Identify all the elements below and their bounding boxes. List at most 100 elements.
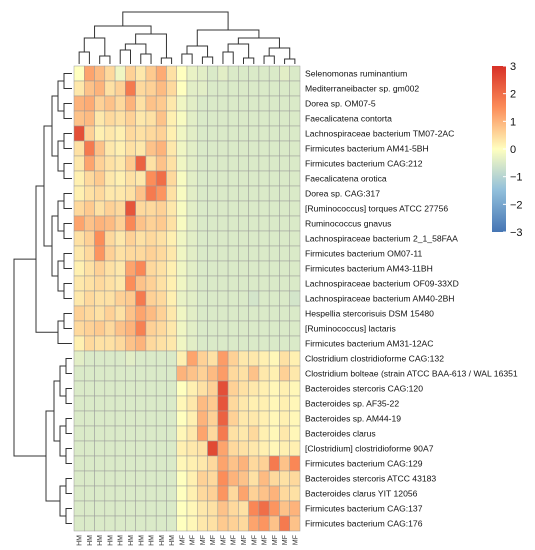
heatmap-cell <box>176 170 188 187</box>
heatmap-cell <box>166 185 177 202</box>
heatmap-cell <box>104 485 116 502</box>
heatmap-cell <box>104 425 116 442</box>
row-dendrogram-link <box>63 253 72 269</box>
heatmap-cell <box>73 260 85 277</box>
heatmap-cell <box>145 215 157 232</box>
heatmap-cell <box>145 380 157 397</box>
heatmap-cell <box>114 410 126 427</box>
heatmap-cell <box>268 440 280 457</box>
heatmap-cell <box>125 230 136 247</box>
heatmap-cell <box>114 335 126 352</box>
heatmap-cell <box>135 335 147 352</box>
heatmap-cell <box>104 455 116 472</box>
heatmap-cell <box>217 170 229 187</box>
heatmap-cell <box>289 455 301 472</box>
heatmap-cell <box>145 245 157 262</box>
heatmap-cell <box>289 260 301 277</box>
heatmap-cell <box>114 275 126 292</box>
heatmap-cell <box>176 350 188 367</box>
heatmap-cell <box>217 410 229 427</box>
heatmap-cell <box>279 200 290 217</box>
heatmap-cell <box>207 95 219 112</box>
color-scale-bar <box>492 66 506 232</box>
heatmap-cell <box>197 350 208 367</box>
heatmap-cell <box>279 185 290 202</box>
heatmap-cell <box>145 485 157 502</box>
heatmap-cell <box>125 260 136 277</box>
heatmap-cell <box>238 365 249 382</box>
heatmap-cell <box>125 95 136 112</box>
heatmap-cell <box>166 245 177 262</box>
heatmap-cell <box>268 80 280 97</box>
heatmap-cell <box>166 305 177 322</box>
heatmap-cell <box>207 395 219 412</box>
heatmap-cell <box>238 230 249 247</box>
heatmap-cell <box>104 515 116 532</box>
heatmap-cell <box>166 320 177 337</box>
heatmap-cell <box>248 230 260 247</box>
heatmap-cell <box>186 275 198 292</box>
row-label: Bacteroides stercoris ATCC 43183 <box>305 474 436 484</box>
row-dendrogram-link <box>65 358 72 374</box>
heatmap-cell <box>186 320 198 337</box>
heatmap-cell <box>73 110 85 127</box>
heatmap-cell <box>197 320 208 337</box>
heatmap-cell <box>176 215 188 232</box>
heatmap-cell <box>155 230 167 247</box>
heatmap-cell <box>279 320 290 337</box>
heatmap-cell <box>186 455 198 472</box>
column-label: MF <box>251 535 258 545</box>
heatmap-cell <box>114 350 126 367</box>
column-dendrogram-link <box>186 45 209 57</box>
heatmap-cell <box>186 200 198 217</box>
heatmap-cell <box>268 155 280 172</box>
heatmap-cell <box>217 440 229 457</box>
heatmap-cell <box>145 200 157 217</box>
column-dendrogram-link <box>284 58 296 64</box>
heatmap-cell <box>84 140 95 157</box>
heatmap-cell <box>258 230 270 247</box>
heatmap-cell <box>114 155 126 172</box>
heatmap-cell <box>289 290 301 307</box>
heatmap-cell <box>135 395 147 412</box>
row-label: [Ruminococcus] lactaris <box>305 324 396 334</box>
heatmap-cell <box>186 500 198 517</box>
heatmap-cell <box>207 305 219 322</box>
row-label: Dorea sp. CAG:317 <box>305 189 380 199</box>
heatmap-cell <box>73 275 85 292</box>
heatmap-cell <box>248 110 260 127</box>
heatmap-cell <box>166 65 177 82</box>
heatmap-cell <box>279 425 290 442</box>
heatmap-cell <box>197 455 208 472</box>
heatmap-cell <box>176 440 188 457</box>
heatmap-cell <box>84 65 95 82</box>
heatmap-cell <box>114 200 126 217</box>
heatmap-cell <box>238 260 249 277</box>
heatmap-cell <box>166 500 177 517</box>
heatmap-cell <box>258 245 270 262</box>
heatmap-cell <box>258 110 270 127</box>
row-dendrogram <box>13 73 72 524</box>
row-label: Faecalicatena orotica <box>305 174 387 184</box>
heatmap-cell <box>94 365 106 382</box>
heatmap-cell <box>84 365 95 382</box>
heatmap-cell <box>217 200 229 217</box>
heatmap-cell <box>248 395 260 412</box>
heatmap-cell <box>258 275 270 292</box>
heatmap-cell <box>217 395 229 412</box>
heatmap-cell <box>73 380 85 397</box>
heatmap-cell <box>94 215 106 232</box>
heatmap-cell <box>268 185 280 202</box>
row-label: Lachnospiraceae bacterium 2_1_58FAA <box>305 234 458 244</box>
heatmap-cell <box>279 515 290 532</box>
heatmap-cell <box>207 125 219 142</box>
column-label: MF <box>179 535 186 545</box>
heatmap-cell <box>73 200 85 217</box>
heatmap-cell <box>279 275 290 292</box>
heatmap-cell <box>197 485 208 502</box>
heatmap-cell <box>186 230 198 247</box>
heatmap-cell <box>73 410 85 427</box>
heatmap-cell <box>84 200 95 217</box>
heatmap-cell <box>94 485 106 502</box>
heatmap-cell <box>114 65 126 82</box>
